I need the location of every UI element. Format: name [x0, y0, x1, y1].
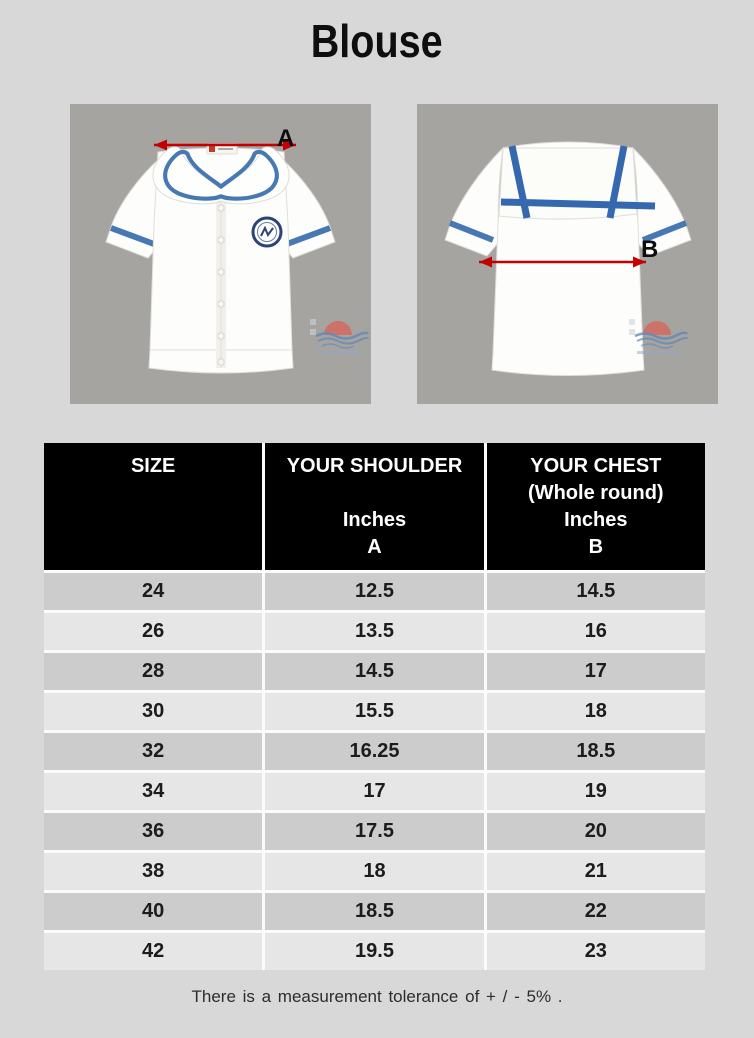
header-chest-line2: (Whole round)	[528, 482, 664, 504]
table-cell: 19	[486, 773, 705, 810]
table-cell: 18	[265, 853, 484, 890]
table-cell: 13.5	[265, 613, 484, 650]
watermark-logo	[629, 319, 689, 354]
back-right-cuff-stripe	[641, 220, 688, 243]
chest-arrow	[479, 256, 646, 268]
table-cell: 17.5	[265, 813, 484, 850]
table-cell: 28	[44, 653, 263, 690]
table-cell: 14.5	[265, 653, 484, 690]
neck-tag	[206, 143, 238, 155]
arrow-label-a: A	[277, 125, 294, 152]
tolerance-note: There is a measurement tolerance of + / …	[191, 987, 563, 1006]
shoulder-arrow	[154, 139, 296, 151]
header-size: SIZE	[44, 443, 263, 570]
header-chest-line4: B	[588, 536, 604, 558]
table-cell: 18.5	[486, 733, 705, 770]
table-cell: 40	[44, 893, 263, 930]
table-cell: 24	[44, 573, 263, 610]
front-photo: A	[70, 104, 371, 404]
table-cell: 16.25	[265, 733, 484, 770]
table-cell: 17	[265, 773, 484, 810]
table-cell: 20	[486, 813, 705, 850]
table-cell: 42	[44, 933, 263, 970]
table-cell: 12.5	[265, 573, 484, 610]
table-cell: 22	[486, 893, 705, 930]
watermark-logo	[310, 319, 370, 354]
front-buttons	[217, 204, 225, 366]
chest-badge	[251, 216, 283, 248]
back-photo: B	[417, 104, 718, 404]
size-table: SIZE YOUR SHOULDER Inches A YOUR CHEST (…	[44, 443, 705, 970]
blouse-front-illustration: A	[105, 125, 370, 374]
table-cell: 38	[44, 853, 263, 890]
table-cell: 30	[44, 693, 263, 730]
blouse-back-illustration: B	[444, 141, 692, 376]
back-left-cuff-stripe	[448, 220, 495, 243]
header-shoulder-line4: A	[367, 536, 382, 558]
table-cell: 36	[44, 813, 263, 850]
table-cell: 16	[486, 613, 705, 650]
page-title: Blouse	[311, 15, 443, 67]
front-collar-stripe	[163, 149, 279, 201]
header-shoulder-line1: YOUR SHOULDER	[286, 455, 463, 477]
header-shoulder: YOUR SHOULDER Inches A	[265, 443, 484, 570]
table-cell: 14.5	[486, 573, 705, 610]
table-cell: 18	[486, 693, 705, 730]
header-size-label: SIZE	[130, 455, 176, 477]
table-cell: 23	[486, 933, 705, 970]
back-left-sleeve	[444, 146, 504, 257]
table-cell: 32	[44, 733, 263, 770]
header-chest-line3: Inches	[564, 509, 628, 531]
table-cell: 26	[44, 613, 263, 650]
table-cell: 17	[486, 653, 705, 690]
front-right-cuff-stripe	[285, 225, 332, 247]
table-cell: 18.5	[265, 893, 484, 930]
header-shoulder-line3: Inches	[342, 509, 407, 531]
front-left-cuff-stripe	[109, 225, 156, 247]
header-chest-line1: YOUR CHEST	[530, 455, 662, 477]
arrow-label-b: B	[641, 236, 658, 263]
table-cell: 15.5	[265, 693, 484, 730]
table-cell: 21	[486, 853, 705, 890]
back-collar-stripes	[500, 145, 656, 219]
table-cell: 34	[44, 773, 263, 810]
table-cell: 19.5	[265, 933, 484, 970]
header-chest: YOUR CHEST (Whole round) Inches B	[486, 443, 705, 570]
front-sailor-collar	[152, 146, 290, 205]
